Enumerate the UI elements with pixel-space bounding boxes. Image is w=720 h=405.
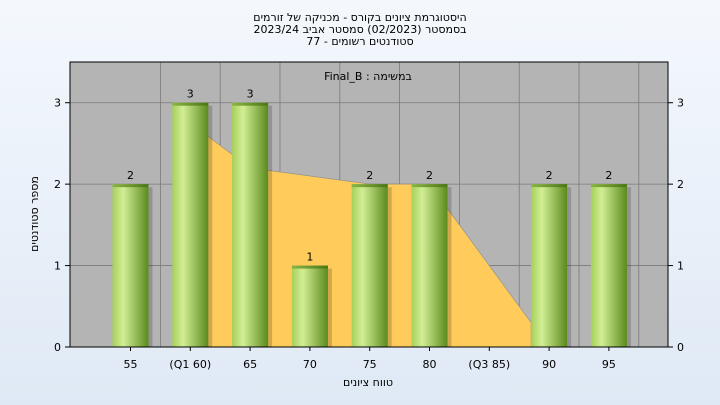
bar-cap <box>411 184 448 188</box>
y-tick-label-left: 3 <box>54 97 61 110</box>
bar-value-label: 2 <box>426 169 433 182</box>
bar <box>172 102 209 347</box>
bar-cap <box>112 184 149 188</box>
chart-title-line-3: סטודנטים רשומים - 77 <box>306 35 414 48</box>
x-tick-label: 70 <box>303 358 317 371</box>
bar-value-label: 3 <box>187 88 194 101</box>
bar-cap <box>172 102 209 106</box>
x-tick-label: 65 <box>243 358 257 371</box>
bar <box>411 184 448 347</box>
chart-annotation: Final_B : במשימה <box>324 70 412 83</box>
bar-value-label: 2 <box>127 169 134 182</box>
bar <box>232 102 269 347</box>
bar <box>351 184 388 347</box>
y-tick-label-right: 3 <box>677 97 684 110</box>
bar <box>590 184 627 347</box>
y-tick-label-left: 2 <box>54 178 61 191</box>
bar <box>112 184 149 347</box>
bar-cap <box>590 184 627 188</box>
x-axis-label: טווח ציונים <box>343 376 393 389</box>
y-axis-label: מספר סטודנטים <box>28 176 41 252</box>
y-tick-label-right: 2 <box>677 178 684 191</box>
bar-cap <box>351 184 388 188</box>
x-tick-label: (Q1 60) <box>169 358 211 371</box>
x-tick-label: 90 <box>542 358 556 371</box>
plot-border <box>69 61 669 348</box>
y-tick-label-left: 0 <box>54 341 61 354</box>
chart-title-line-2: בסמסטר (02/2023) סמסטר אביב 2023/24 <box>253 23 467 36</box>
bar-value-label: 2 <box>546 169 553 182</box>
bar-value-label: 2 <box>366 169 373 182</box>
bar-value-label: 3 <box>247 88 254 101</box>
bar <box>291 265 328 347</box>
x-tick-label: 55 <box>124 358 138 371</box>
chart-title-line-1: היסטוגרמת ציונים בקורס - מכניקה של זורמי… <box>253 11 467 24</box>
x-tick-label: 80 <box>423 358 437 371</box>
y-tick-label-left: 1 <box>54 260 61 273</box>
bar-cap <box>291 265 328 269</box>
x-tick-label: (Q3 85) <box>468 358 510 371</box>
bar-value-label: 2 <box>605 169 612 182</box>
y-tick-label-right: 0 <box>677 341 684 354</box>
y-tick-label-right: 1 <box>677 260 684 273</box>
x-tick-label: 95 <box>602 358 616 371</box>
bar <box>531 184 568 347</box>
x-tick-label: 75 <box>363 358 377 371</box>
bar-cap <box>232 102 269 106</box>
bar-value-label: 1 <box>306 251 313 264</box>
bar-cap <box>531 184 568 188</box>
